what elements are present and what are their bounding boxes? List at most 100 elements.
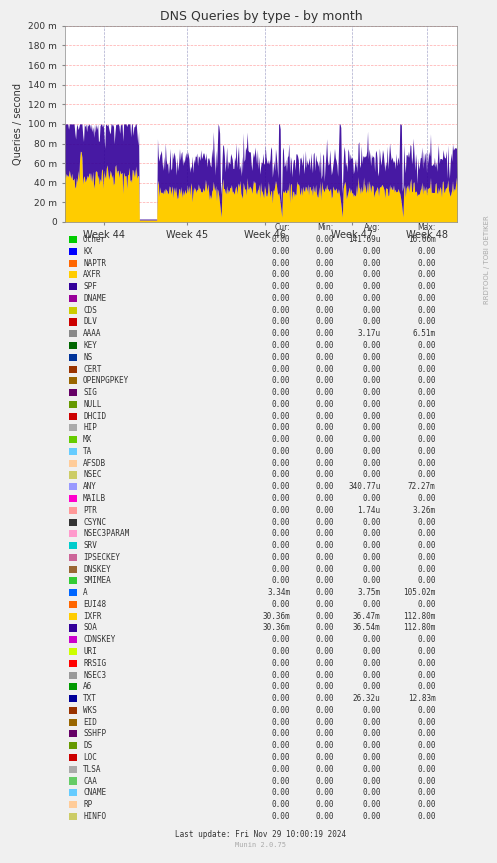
Text: Min:: Min: bbox=[317, 224, 333, 232]
Text: 0.00: 0.00 bbox=[417, 424, 436, 432]
Text: CDS: CDS bbox=[83, 306, 97, 315]
FancyBboxPatch shape bbox=[69, 601, 77, 608]
FancyBboxPatch shape bbox=[69, 260, 77, 267]
Text: SPF: SPF bbox=[83, 282, 97, 291]
Text: 0.00: 0.00 bbox=[417, 318, 436, 326]
Text: 0.00: 0.00 bbox=[315, 459, 333, 468]
Text: 0.00: 0.00 bbox=[362, 247, 381, 255]
Text: 0.00: 0.00 bbox=[362, 683, 381, 691]
Text: 0.00: 0.00 bbox=[315, 753, 333, 762]
Text: 3.26m: 3.26m bbox=[413, 506, 436, 515]
Text: 0.00: 0.00 bbox=[362, 564, 381, 574]
Text: 0.00: 0.00 bbox=[315, 494, 333, 503]
Text: 141.69u: 141.69u bbox=[348, 235, 381, 244]
Text: 0.00: 0.00 bbox=[315, 318, 333, 326]
Text: 0.00: 0.00 bbox=[315, 741, 333, 750]
Text: EID: EID bbox=[83, 718, 97, 727]
Text: OPENPGPKEY: OPENPGPKEY bbox=[83, 376, 129, 386]
Text: 0.00: 0.00 bbox=[417, 800, 436, 809]
Text: 0.00: 0.00 bbox=[362, 259, 381, 268]
Text: 0.00: 0.00 bbox=[362, 529, 381, 539]
Text: 0.00: 0.00 bbox=[272, 353, 290, 362]
Text: 0.00: 0.00 bbox=[272, 270, 290, 280]
Text: CAA: CAA bbox=[83, 777, 97, 785]
Text: HIP: HIP bbox=[83, 424, 97, 432]
Text: Last update: Fri Nov 29 10:00:19 2024: Last update: Fri Nov 29 10:00:19 2024 bbox=[175, 830, 346, 840]
Text: 0.00: 0.00 bbox=[315, 353, 333, 362]
Text: 0.00: 0.00 bbox=[315, 564, 333, 574]
Text: 0.00: 0.00 bbox=[315, 623, 333, 633]
Text: IXFR: IXFR bbox=[83, 612, 101, 620]
Text: 0.00: 0.00 bbox=[315, 777, 333, 785]
FancyBboxPatch shape bbox=[69, 271, 77, 279]
Text: 0.00: 0.00 bbox=[315, 600, 333, 609]
Text: 0.00: 0.00 bbox=[362, 435, 381, 444]
Text: 0.00: 0.00 bbox=[362, 777, 381, 785]
Text: 0.00: 0.00 bbox=[272, 435, 290, 444]
Text: Cur:: Cur: bbox=[275, 224, 290, 232]
FancyBboxPatch shape bbox=[69, 695, 77, 702]
Text: 0.00: 0.00 bbox=[315, 812, 333, 821]
Text: 0.00: 0.00 bbox=[417, 364, 436, 374]
Text: SRV: SRV bbox=[83, 541, 97, 550]
Text: 0.00: 0.00 bbox=[315, 518, 333, 526]
Text: 0.00: 0.00 bbox=[272, 506, 290, 515]
Text: 0.00: 0.00 bbox=[417, 353, 436, 362]
Text: 0.00: 0.00 bbox=[315, 447, 333, 456]
Text: Other: Other bbox=[83, 235, 106, 244]
Text: 340.77u: 340.77u bbox=[348, 482, 381, 491]
Text: NAPTR: NAPTR bbox=[83, 259, 106, 268]
Text: 105.02m: 105.02m bbox=[403, 589, 436, 597]
Text: 3.17u: 3.17u bbox=[357, 330, 381, 338]
FancyBboxPatch shape bbox=[69, 507, 77, 513]
FancyBboxPatch shape bbox=[69, 389, 77, 396]
FancyBboxPatch shape bbox=[69, 236, 77, 243]
Text: 0.00: 0.00 bbox=[272, 459, 290, 468]
FancyBboxPatch shape bbox=[69, 660, 77, 667]
FancyBboxPatch shape bbox=[69, 625, 77, 632]
FancyBboxPatch shape bbox=[69, 577, 77, 584]
Text: WKS: WKS bbox=[83, 706, 97, 715]
Text: 0.00: 0.00 bbox=[362, 658, 381, 668]
Text: 0.00: 0.00 bbox=[417, 788, 436, 797]
Text: 36.47m: 36.47m bbox=[353, 612, 381, 620]
Text: HINFO: HINFO bbox=[83, 812, 106, 821]
FancyBboxPatch shape bbox=[69, 754, 77, 761]
Text: 26.32u: 26.32u bbox=[353, 694, 381, 703]
Text: RRDTOOL / TOBI OETIKER: RRDTOOL / TOBI OETIKER bbox=[484, 216, 490, 305]
FancyBboxPatch shape bbox=[69, 530, 77, 538]
FancyBboxPatch shape bbox=[69, 801, 77, 808]
Text: NS: NS bbox=[83, 353, 92, 362]
Text: DS: DS bbox=[83, 741, 92, 750]
Text: 0.00: 0.00 bbox=[315, 364, 333, 374]
Text: 0.00: 0.00 bbox=[315, 435, 333, 444]
Text: CSYNC: CSYNC bbox=[83, 518, 106, 526]
FancyBboxPatch shape bbox=[69, 542, 77, 549]
Text: 0.00: 0.00 bbox=[362, 741, 381, 750]
Text: 0.00: 0.00 bbox=[362, 400, 381, 409]
Text: 0.00: 0.00 bbox=[362, 447, 381, 456]
Text: 0.00: 0.00 bbox=[315, 306, 333, 315]
Text: 0.00: 0.00 bbox=[315, 282, 333, 291]
Text: 0.00: 0.00 bbox=[272, 529, 290, 539]
Text: 0.00: 0.00 bbox=[417, 518, 436, 526]
FancyBboxPatch shape bbox=[69, 425, 77, 432]
Text: 0.00: 0.00 bbox=[272, 800, 290, 809]
Text: 0.00: 0.00 bbox=[272, 706, 290, 715]
FancyBboxPatch shape bbox=[69, 742, 77, 749]
Text: 0.00: 0.00 bbox=[272, 518, 290, 526]
Text: RP: RP bbox=[83, 800, 92, 809]
Text: TLSA: TLSA bbox=[83, 765, 101, 774]
Text: 0.00: 0.00 bbox=[417, 435, 436, 444]
Text: 0.00: 0.00 bbox=[315, 330, 333, 338]
FancyBboxPatch shape bbox=[69, 683, 77, 690]
Text: 0.00: 0.00 bbox=[315, 788, 333, 797]
FancyBboxPatch shape bbox=[69, 707, 77, 714]
Text: 30.36m: 30.36m bbox=[262, 623, 290, 633]
FancyBboxPatch shape bbox=[69, 471, 77, 478]
Text: 36.54m: 36.54m bbox=[353, 623, 381, 633]
Text: 0.00: 0.00 bbox=[362, 270, 381, 280]
Text: 0.00: 0.00 bbox=[315, 658, 333, 668]
Text: PTR: PTR bbox=[83, 506, 97, 515]
Text: 0.00: 0.00 bbox=[362, 282, 381, 291]
